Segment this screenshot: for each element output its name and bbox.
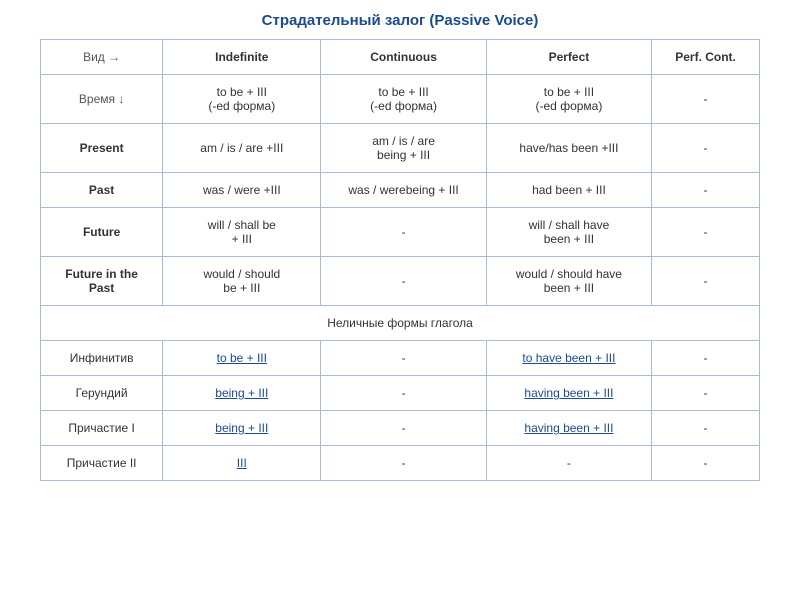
cell: to have been + III [486, 341, 651, 376]
table-row: Present am / is / are +III am / is / are… [41, 124, 760, 173]
cell: - [321, 257, 486, 306]
time-label: Время ↓ [41, 75, 163, 124]
cell: will / shall havebeen + III [486, 208, 651, 257]
cell: would / shouldbe + III [163, 257, 321, 306]
cell: - [486, 446, 651, 481]
row-participle1: Причастие I [41, 411, 163, 446]
row-present: Present [41, 124, 163, 173]
cell: will / shall be+ III [163, 208, 321, 257]
table-row: Время ↓ to be + III(-ed форма) to be + I… [41, 75, 760, 124]
cell: to be + III(-ed форма) [486, 75, 651, 124]
col-indefinite: Indefinite [163, 40, 321, 75]
grammar-table: Вид → Indefinite Continuous Perfect Perf… [40, 39, 760, 481]
cell: - [652, 208, 760, 257]
col-continuous: Continuous [321, 40, 486, 75]
table-row: Причастие I being + III - having been + … [41, 411, 760, 446]
cell: - [652, 341, 760, 376]
cell: to be + III [163, 341, 321, 376]
cell: being + III [163, 411, 321, 446]
cell: to be + III(-ed форма) [163, 75, 321, 124]
table-row: Вид → Indefinite Continuous Perfect Perf… [41, 40, 760, 75]
table-row: Future in thePast would / shouldbe + III… [41, 257, 760, 306]
cell: - [321, 411, 486, 446]
cell: was / were +III [163, 173, 321, 208]
cell: - [652, 124, 760, 173]
cell: would / should havebeen + III [486, 257, 651, 306]
cell: to be + III(-ed форма) [321, 75, 486, 124]
aspect-header: Вид → [41, 40, 163, 75]
page-title: Страдательный залог (Passive Voice) [40, 12, 760, 29]
table-row: Неличные формы глагола [41, 306, 760, 341]
row-infinitive: Инфинитив [41, 341, 163, 376]
cell: - [321, 376, 486, 411]
cell: am / is / arebeing + III [321, 124, 486, 173]
cell: having been + III [486, 411, 651, 446]
cell: - [652, 411, 760, 446]
row-participle2: Причастие II [41, 446, 163, 481]
cell: - [652, 446, 760, 481]
table-row: Future will / shall be+ III - will / sha… [41, 208, 760, 257]
cell: having been + III [486, 376, 651, 411]
cell: have/has been +III [486, 124, 651, 173]
table-row: Past was / were +III was / werebeing + I… [41, 173, 760, 208]
row-future: Future [41, 208, 163, 257]
cell: - [652, 257, 760, 306]
cell: - [652, 173, 760, 208]
cell: - [652, 75, 760, 124]
row-gerund: Герундий [41, 376, 163, 411]
cell: - [321, 446, 486, 481]
row-futurepast: Future in thePast [41, 257, 163, 306]
row-past: Past [41, 173, 163, 208]
cell: III [163, 446, 321, 481]
cell: - [321, 341, 486, 376]
cell: am / is / are +III [163, 124, 321, 173]
table-row: Инфинитив to be + III - to have been + I… [41, 341, 760, 376]
cell: being + III [163, 376, 321, 411]
cell: had been + III [486, 173, 651, 208]
col-perfect: Perfect [486, 40, 651, 75]
table-row: Герундий being + III - having been + III… [41, 376, 760, 411]
table-row: Причастие II III - - - [41, 446, 760, 481]
cell: was / werebeing + III [321, 173, 486, 208]
nonfinite-header: Неличные формы глагола [41, 306, 760, 341]
cell: - [321, 208, 486, 257]
col-perfcont: Perf. Cont. [652, 40, 760, 75]
cell: - [652, 376, 760, 411]
